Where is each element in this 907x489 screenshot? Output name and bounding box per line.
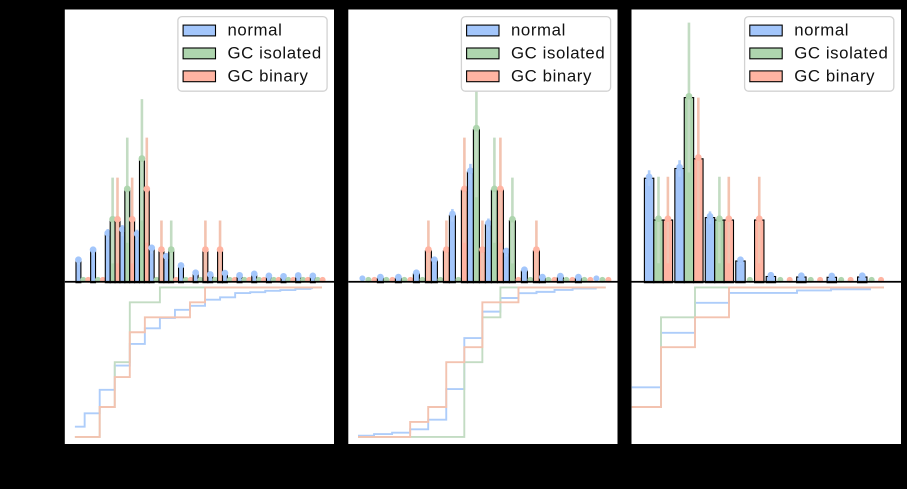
svg-text:GC binary: GC binary: [228, 67, 309, 86]
svg-text:normal: normal: [228, 21, 283, 40]
svg-text:GC isolated: GC isolated: [228, 44, 322, 63]
svg-text:GC binary: GC binary: [511, 67, 592, 86]
svg-text:normal: normal: [794, 21, 849, 40]
svg-text:GC binary: GC binary: [794, 67, 875, 86]
svg-text:GC isolated: GC isolated: [511, 44, 605, 63]
svg-text:normal: normal: [511, 21, 566, 40]
svg-text:GC isolated: GC isolated: [794, 44, 888, 63]
